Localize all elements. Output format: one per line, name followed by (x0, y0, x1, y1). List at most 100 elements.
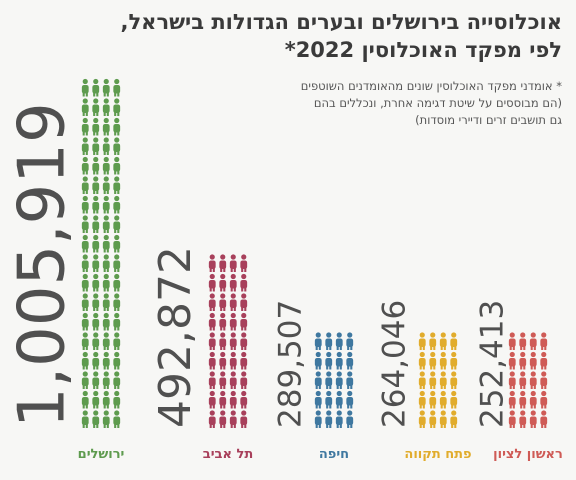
person-icon (508, 371, 516, 389)
person-icon (519, 351, 527, 370)
person-icon (81, 98, 89, 116)
person-icon (529, 410, 537, 428)
person-icon (229, 371, 237, 389)
person-icon (418, 332, 426, 350)
bar-icons-1 (208, 254, 248, 428)
person-icon (240, 273, 248, 292)
person-icon (92, 176, 100, 194)
person-icon (229, 293, 237, 311)
person-icon (240, 293, 248, 311)
person-icon (81, 390, 89, 409)
person-icon (102, 410, 110, 428)
person-icon (81, 234, 89, 253)
bar-icons-0 (81, 78, 121, 428)
bar-icons-4 (508, 332, 548, 428)
person-icon (429, 332, 437, 350)
person-icon (92, 390, 100, 409)
person-icon (240, 371, 248, 389)
person-icon (81, 195, 89, 214)
person-icon (81, 254, 89, 272)
category-label-0: ירושלים (78, 447, 125, 462)
person-icon (113, 332, 121, 350)
person-icon (92, 78, 100, 97)
person-icon (325, 371, 333, 389)
person-icon (529, 351, 537, 370)
category-label-3: פתח תקווה (404, 447, 471, 462)
person-icon (314, 410, 322, 428)
person-icon (92, 137, 100, 155)
person-icon (325, 390, 333, 409)
person-icon (429, 371, 437, 389)
person-icon (102, 332, 110, 350)
person-icon (81, 371, 89, 389)
person-icon (102, 137, 110, 155)
person-icon (540, 351, 548, 370)
person-icon (81, 176, 89, 194)
person-icon (439, 371, 447, 389)
person-icon (102, 254, 110, 272)
person-icon (240, 390, 248, 409)
person-icon (335, 410, 343, 428)
person-icon (219, 371, 227, 389)
person-icon (208, 332, 216, 350)
person-icon (208, 293, 216, 311)
person-icon (102, 351, 110, 370)
person-icon (208, 371, 216, 389)
person-icon (92, 371, 100, 389)
person-icon (208, 312, 216, 331)
title-line-1: אוכלוסייה בירושלים ובערים הגדולות בישראל… (120, 10, 563, 34)
person-icon (102, 273, 110, 292)
bar-icons-3 (418, 332, 458, 428)
person-icon (92, 215, 100, 233)
person-icon (113, 78, 121, 97)
person-icon (346, 332, 354, 350)
person-icon (208, 390, 216, 409)
person-icon (240, 254, 248, 272)
category-label-4: ראשון לציון (493, 447, 563, 462)
footnote-line-3: גם תושבים זרים ודיירי מוסדות) (415, 113, 562, 127)
person-icon (92, 254, 100, 272)
person-icon (219, 254, 227, 272)
person-icon (335, 332, 343, 350)
person-icon (240, 410, 248, 428)
person-icon (314, 390, 322, 409)
person-icon (81, 156, 89, 175)
person-icon (418, 371, 426, 389)
person-icon (113, 195, 121, 214)
person-icon (229, 254, 237, 272)
person-icon (529, 371, 537, 389)
person-icon (92, 234, 100, 253)
person-icon (102, 78, 110, 97)
person-icon (346, 390, 354, 409)
person-icon (92, 117, 100, 136)
person-icon (335, 371, 343, 389)
person-icon (439, 410, 447, 428)
person-icon (219, 351, 227, 370)
category-label-2: חיפה (319, 447, 349, 462)
person-icon (81, 273, 89, 292)
person-icon (508, 410, 516, 428)
person-icon (229, 312, 237, 331)
person-icon (314, 351, 322, 370)
person-icon (102, 312, 110, 331)
person-icon (229, 332, 237, 350)
person-icon (219, 410, 227, 428)
person-icon (113, 137, 121, 155)
person-icon (92, 195, 100, 214)
person-icon (92, 312, 100, 331)
person-icon (219, 332, 227, 350)
person-icon (113, 293, 121, 311)
person-icon (529, 332, 537, 350)
person-icon (219, 273, 227, 292)
person-icon (229, 273, 237, 292)
person-icon (314, 371, 322, 389)
person-icon (81, 137, 89, 155)
person-icon (92, 410, 100, 428)
person-icon (81, 117, 89, 136)
person-icon (325, 332, 333, 350)
person-icon (418, 410, 426, 428)
person-icon (429, 351, 437, 370)
person-icon (508, 390, 516, 409)
person-icon (102, 215, 110, 233)
person-icon (208, 254, 216, 272)
